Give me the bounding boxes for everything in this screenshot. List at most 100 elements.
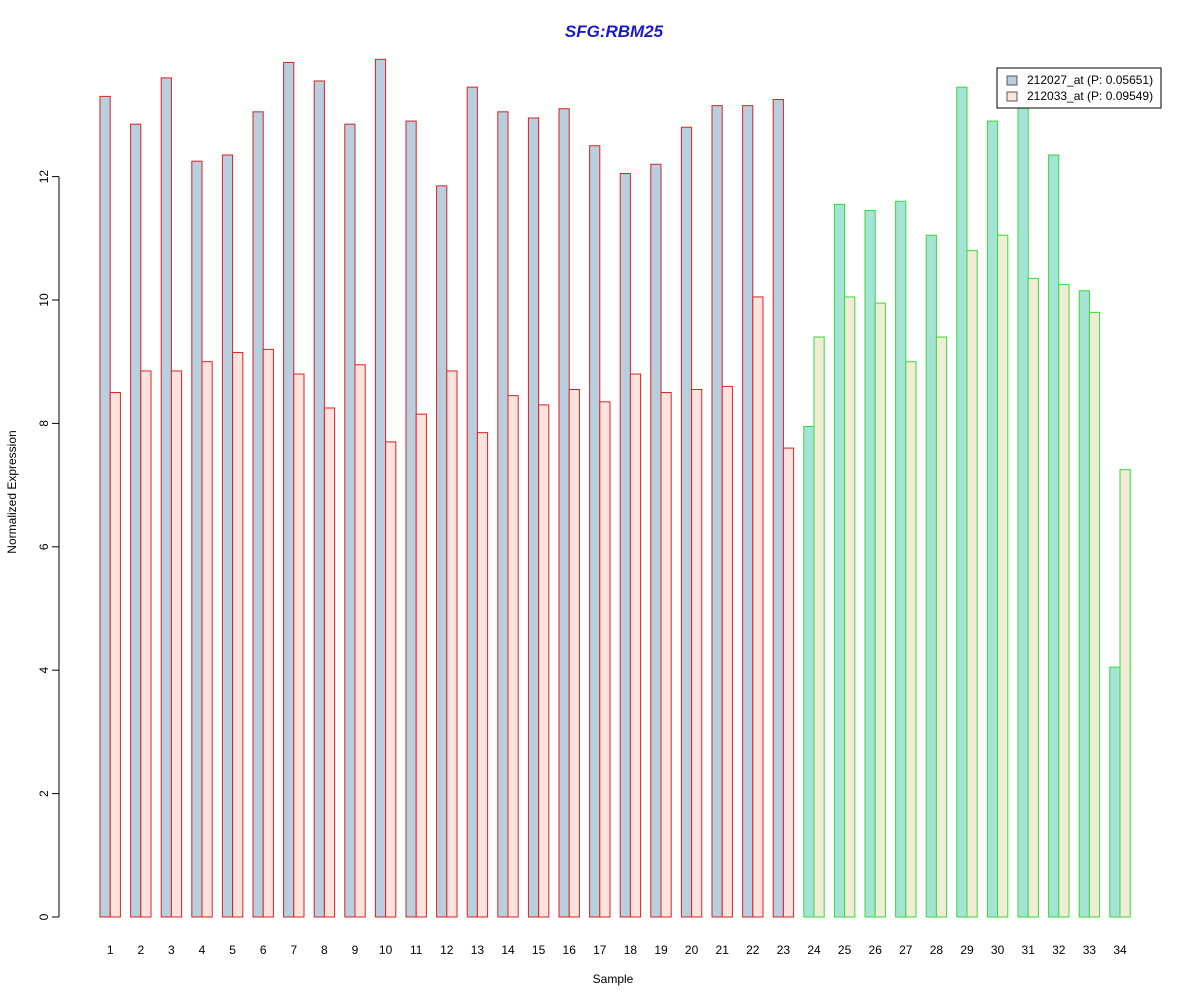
x-tick-label: 14 — [501, 943, 515, 957]
x-tick-label: 25 — [838, 943, 852, 957]
bar-series2 — [507, 395, 519, 918]
x-tick-label: 10 — [379, 943, 393, 957]
bar-series1 — [252, 111, 264, 918]
chart-title: SFG:RBM25 — [565, 22, 664, 41]
y-tick-label: 10 — [37, 293, 51, 307]
x-tick-label: 6 — [260, 943, 267, 957]
x-tick-label: 1 — [107, 943, 114, 957]
bar-series2 — [752, 296, 764, 918]
x-tick-label: 27 — [899, 943, 913, 957]
bar-series1 — [221, 154, 234, 918]
bar-series1 — [680, 126, 693, 918]
legend: 212027_at (P: 0.05651) 212033_at (P: 0.09… — [996, 67, 1162, 109]
x-tick-label: 7 — [290, 943, 297, 957]
bar-series2 — [538, 404, 550, 918]
bar-series2 — [170, 370, 183, 918]
y-tick-label: 8 — [37, 420, 51, 427]
legend-entry: 212027_at (P: 0.05651) — [1027, 73, 1153, 87]
y-tick-label: 4 — [37, 667, 51, 674]
x-tick-label: 13 — [471, 943, 485, 957]
bar-series1 — [191, 160, 203, 918]
x-tick-label: 2 — [137, 943, 144, 957]
x-tick-label: 8 — [321, 943, 328, 957]
bar-series2 — [140, 370, 152, 918]
bar-series1 — [650, 163, 662, 918]
bar-series2 — [446, 370, 458, 918]
bar-series2 — [966, 250, 978, 918]
axes: 0 2 4 6 8 10 12 — [37, 170, 60, 920]
bar-series2 — [599, 401, 611, 918]
legend-box — [996, 67, 1162, 109]
bar-series1 — [864, 210, 876, 918]
x-tick-label: 18 — [624, 943, 638, 957]
x-tick-label: 3 — [168, 943, 175, 957]
x-tick-label: 34 — [1113, 943, 1127, 957]
bar-series1 — [313, 80, 325, 918]
bar-series2 — [905, 361, 917, 918]
x-tick-label: 19 — [654, 943, 668, 957]
bar-series1 — [1017, 98, 1029, 918]
x-tick-label: 16 — [563, 943, 577, 957]
x-tick-label: 33 — [1083, 943, 1097, 957]
bar-series2 — [385, 441, 397, 918]
bar-series2 — [813, 336, 825, 918]
legend-swatch — [1006, 91, 1018, 102]
y-tick-label: 2 — [37, 790, 51, 797]
bar-series1 — [925, 234, 937, 918]
x-tick-label: 21 — [716, 943, 730, 957]
bar-series1 — [558, 108, 570, 918]
bar-series1 — [405, 120, 417, 918]
x-tick-label: 24 — [807, 943, 821, 957]
bar-series2 — [691, 388, 703, 918]
bar-series1 — [833, 203, 846, 918]
bar-series2 — [844, 296, 856, 918]
bar-series1 — [589, 145, 601, 918]
x-tick-labels: 1 2 3 4 5 6 7 8 9 10 11 12 13 14 15 16 17 18 19 20 21 22 23 24 2… — [107, 943, 1127, 957]
x-axis-label: Sample — [593, 972, 634, 986]
y-tick-label: 0 — [37, 913, 51, 920]
bar-series1 — [160, 77, 172, 918]
x-tick-label: 26 — [869, 943, 883, 957]
bar-series1 — [466, 86, 478, 918]
y-tick-label: 12 — [37, 170, 51, 184]
bar-series1 — [374, 58, 387, 918]
bar-series2 — [293, 373, 305, 918]
legend-swatch — [1006, 75, 1018, 86]
x-tick-label: 17 — [593, 943, 607, 957]
bar-series1 — [527, 117, 540, 918]
bar-series2 — [354, 364, 366, 918]
x-tick-label: 9 — [352, 943, 359, 957]
x-tick-label: 5 — [229, 943, 236, 957]
bar-series2 — [109, 392, 121, 918]
bar-series1 — [772, 98, 784, 918]
bar-series1 — [619, 173, 631, 918]
bar-series2 — [1088, 311, 1101, 918]
bar-series1 — [283, 61, 295, 918]
bar-series2 — [262, 348, 274, 918]
bar-series2 — [997, 234, 1009, 918]
bar-series1 — [1109, 666, 1121, 918]
x-tick-label: 22 — [746, 943, 760, 957]
x-tick-label: 30 — [991, 943, 1005, 957]
bar-series2 — [660, 392, 672, 918]
x-tick-label: 11 — [410, 943, 423, 957]
bar-series2 — [476, 432, 489, 918]
bar-series2 — [415, 413, 427, 918]
bar-series1 — [986, 120, 999, 918]
bar-series1 — [344, 123, 356, 918]
bar-series1 — [895, 200, 907, 918]
x-tick-label: 4 — [199, 943, 206, 957]
x-tick-label: 32 — [1052, 943, 1066, 957]
bar-series1 — [742, 105, 754, 918]
x-tick-label: 31 — [1022, 943, 1036, 957]
legend-entry: 212033_at (P: 0.09549) — [1027, 89, 1153, 103]
bar-series2 — [782, 447, 795, 918]
y-axis-label: Normalized Expression — [5, 430, 19, 553]
x-tick-label: 28 — [930, 943, 944, 957]
bar-series2 — [201, 361, 213, 918]
bar-series2 — [568, 388, 580, 918]
y-tick-label: 6 — [37, 543, 51, 550]
x-tick-label: 12 — [440, 943, 454, 957]
bar-series1 — [956, 86, 968, 918]
bar-series1 — [497, 111, 509, 918]
